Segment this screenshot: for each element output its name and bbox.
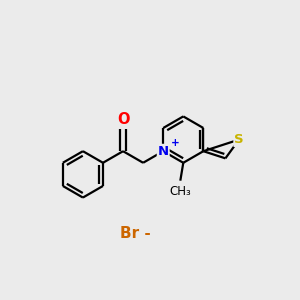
Text: CH₃: CH₃ — [169, 185, 191, 198]
Text: +: + — [171, 138, 179, 148]
Text: Br -: Br - — [120, 226, 151, 241]
Text: N: N — [158, 145, 169, 158]
Text: S: S — [234, 133, 244, 146]
Text: O: O — [117, 112, 129, 127]
